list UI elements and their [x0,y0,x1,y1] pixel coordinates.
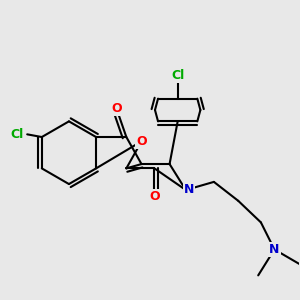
Text: O: O [149,190,160,203]
Text: O: O [136,135,147,148]
Text: Cl: Cl [171,70,184,83]
Text: N: N [184,184,194,196]
Text: Cl: Cl [11,128,24,141]
Text: O: O [111,102,122,116]
Text: N: N [269,243,280,256]
